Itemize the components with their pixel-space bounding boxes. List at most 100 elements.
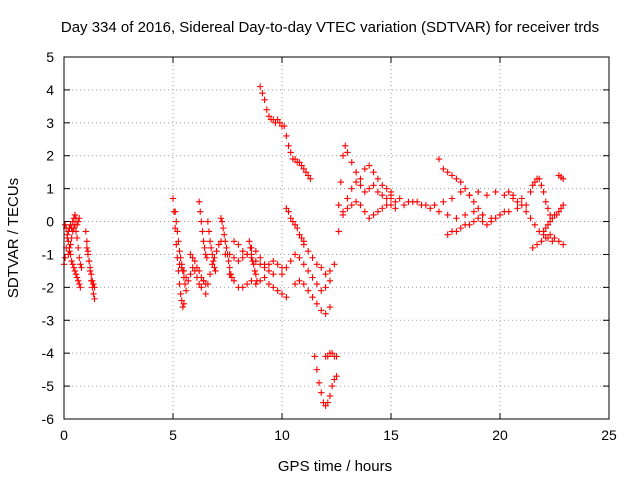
data-point — [315, 379, 323, 386]
data-point — [335, 201, 342, 209]
data-point — [187, 251, 194, 258]
data-point — [531, 178, 539, 186]
data-point — [211, 264, 218, 271]
data-point — [344, 149, 351, 156]
data-point — [90, 290, 97, 298]
data-point — [560, 241, 567, 248]
data-point — [251, 267, 258, 275]
data-point — [215, 241, 222, 248]
data-point — [205, 228, 213, 235]
data-point — [466, 192, 473, 199]
data-point — [206, 238, 214, 245]
data-point — [492, 188, 499, 196]
y-tick-label: 2 — [46, 148, 54, 164]
data-point — [73, 234, 81, 242]
data-point — [304, 287, 312, 294]
data-point — [527, 188, 534, 196]
data-point — [221, 231, 228, 238]
data-point — [173, 241, 180, 248]
data-point — [77, 261, 84, 268]
data-point — [180, 300, 188, 308]
data-point — [374, 208, 382, 215]
data-point — [61, 254, 69, 261]
series-arc-22 — [291, 277, 334, 317]
data-point — [218, 218, 226, 225]
data-point — [270, 284, 277, 291]
data-point — [230, 254, 238, 261]
data-point — [246, 238, 253, 245]
data-point — [235, 257, 242, 265]
data-point — [83, 244, 91, 252]
data-point — [195, 280, 203, 288]
data-point — [333, 373, 340, 380]
series-arc-16 — [230, 238, 277, 278]
data-point — [542, 198, 549, 205]
data-point — [337, 178, 345, 186]
data-point — [318, 307, 325, 314]
y-tick-label: -2 — [42, 279, 55, 295]
data-point — [300, 261, 307, 268]
data-point — [300, 241, 307, 248]
data-point — [553, 211, 560, 219]
data-point — [307, 175, 314, 182]
data-point — [89, 277, 96, 284]
data-point — [90, 280, 97, 288]
data-point — [203, 254, 210, 261]
data-point — [533, 241, 541, 248]
data-point — [182, 274, 190, 281]
data-point — [274, 287, 281, 294]
data-point — [538, 238, 545, 245]
data-point — [66, 247, 73, 255]
data-point — [71, 267, 79, 275]
data-point — [461, 185, 469, 192]
data-point — [418, 201, 425, 209]
data-point — [289, 218, 297, 225]
data-point — [209, 261, 216, 268]
data-point — [73, 274, 81, 281]
data-point — [270, 257, 277, 265]
data-point — [74, 277, 82, 284]
data-point — [304, 267, 312, 275]
data-point — [522, 208, 530, 215]
data-point — [74, 244, 82, 252]
data-point — [560, 201, 567, 209]
data-point — [461, 211, 469, 219]
data-point — [457, 178, 464, 186]
data-point — [211, 254, 218, 261]
data-point — [291, 280, 299, 288]
data-point — [322, 310, 329, 317]
data-point — [287, 257, 294, 265]
data-point — [514, 198, 521, 205]
data-point — [357, 201, 364, 209]
data-point — [294, 224, 301, 232]
data-point — [270, 271, 277, 278]
data-point — [283, 294, 290, 301]
data-point — [444, 231, 451, 238]
series-arc-28 — [339, 198, 395, 222]
data-point — [392, 198, 399, 205]
data-point — [374, 175, 382, 182]
data-point — [409, 198, 416, 205]
data-point — [479, 218, 486, 225]
data-point — [296, 159, 303, 166]
data-point — [453, 215, 460, 222]
data-point — [182, 287, 190, 294]
data-point — [88, 271, 95, 278]
data-point — [71, 211, 79, 219]
data-point — [189, 254, 196, 261]
data-point — [383, 185, 390, 192]
y-tick-label: -4 — [42, 345, 55, 361]
data-point — [304, 172, 312, 179]
data-point — [197, 208, 204, 215]
data-point — [518, 201, 525, 209]
data-point — [448, 172, 456, 179]
y-tick-label: -1 — [42, 246, 55, 262]
data-point — [261, 96, 268, 103]
data-point — [226, 264, 233, 271]
data-point — [440, 198, 447, 205]
data-point — [514, 205, 521, 212]
data-point — [68, 234, 75, 242]
data-point — [169, 195, 177, 202]
data-point — [68, 257, 75, 265]
data-point — [202, 251, 209, 258]
